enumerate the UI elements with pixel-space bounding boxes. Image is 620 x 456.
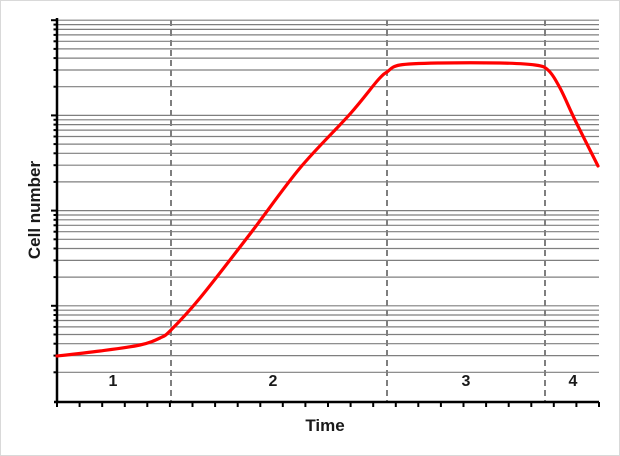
y-axis-label: Cell number (25, 161, 44, 260)
gridlines (57, 19, 599, 373)
phase-labels: 1 2 3 4 (109, 373, 578, 390)
phase-label: 2 (269, 373, 278, 390)
phase-dividers (170, 20, 546, 402)
phase-label: 4 (569, 373, 578, 390)
phase-label: 1 (109, 373, 118, 390)
growth-curve-line (55, 61, 600, 358)
phase-label: 3 (462, 373, 471, 390)
x-axis-label: Time (305, 416, 344, 435)
axes (51, 18, 600, 407)
